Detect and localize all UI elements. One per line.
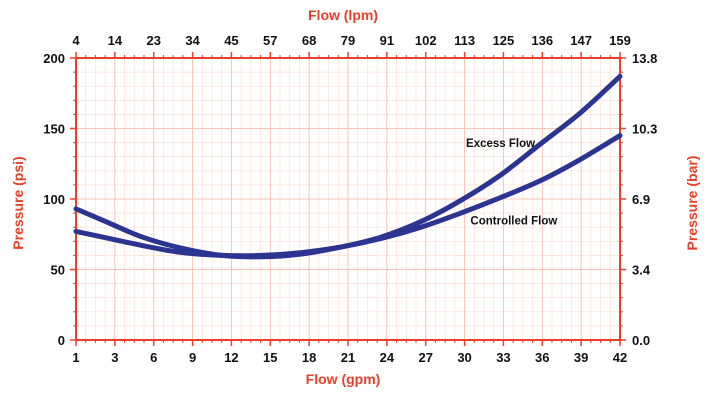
x2-tick-label: 4 <box>72 33 80 48</box>
x-tick-label: 36 <box>535 350 549 365</box>
x-tick-label: 6 <box>150 350 157 365</box>
y2-tick-label: 0.0 <box>632 333 650 348</box>
x-tick-label: 1 <box>72 350 79 365</box>
y-tick-label: 100 <box>43 192 65 207</box>
x2-tick-label: 125 <box>493 33 515 48</box>
controlled-flow-line <box>73 133 623 259</box>
y2-tick-label: 6.9 <box>632 192 650 207</box>
x-tick-label: 3 <box>111 350 118 365</box>
y2-tick-label: 13.8 <box>632 51 657 66</box>
series-layer <box>73 73 623 260</box>
x-tick-label: 27 <box>418 350 432 365</box>
x2-tick-label: 91 <box>380 33 394 48</box>
x2-tick-label: 113 <box>454 33 475 48</box>
x2-tick-label: 45 <box>224 33 238 48</box>
controlled-flow-label: Controlled Flow <box>470 215 557 227</box>
x-axis-title-top: Flow (lpm) <box>308 7 378 23</box>
x2-tick-label: 147 <box>570 33 592 48</box>
x-axis-lpm-tick-labels: 4 14 23 34 45 57 68 79 91 102 113 125 136 147 159 <box>72 33 630 48</box>
x-tick-label: 33 <box>496 350 510 365</box>
x-tick-label: 30 <box>457 350 471 365</box>
x-tick-label: 18 <box>302 350 316 365</box>
x2-tick-label: 23 <box>146 33 160 48</box>
x-axis-title-bottom: Flow (gpm) <box>306 371 381 387</box>
y-axis-title-right: Pressure (bar) <box>684 156 700 251</box>
y-tick-label: 50 <box>51 263 65 278</box>
x2-tick-label: 136 <box>531 33 553 48</box>
x-tick-label: 42 <box>613 350 627 365</box>
y-axis-title-left: Pressure (psi) <box>10 156 26 249</box>
x-tick-label: 39 <box>574 350 588 365</box>
x-tick-label: 9 <box>189 350 196 365</box>
y-tick-label: 150 <box>43 122 65 137</box>
x-axis-gpm-tick-labels: 1 3 6 9 12 15 18 21 24 27 30 33 36 39 42 <box>72 350 627 365</box>
x2-tick-label: 14 <box>108 33 123 48</box>
y-axis-bar-tick-labels: 0.0 3.4 6.9 10.3 13.8 <box>632 51 657 348</box>
y-axis-psi-tick-labels: 0 50 100 150 200 <box>43 51 65 348</box>
x-tick-label: 12 <box>224 350 238 365</box>
y-tick-label: 200 <box>43 51 65 66</box>
x2-tick-label: 34 <box>185 33 200 48</box>
x-tick-label: 24 <box>380 350 395 365</box>
x-tick-label: 21 <box>341 350 355 365</box>
y2-tick-label: 3.4 <box>632 263 651 278</box>
x2-tick-label: 159 <box>609 33 631 48</box>
x2-tick-label: 79 <box>341 33 355 48</box>
y2-tick-label: 10.3 <box>632 122 657 137</box>
x2-tick-label: 68 <box>302 33 316 48</box>
x-tick-label: 15 <box>263 350 277 365</box>
tick-marks <box>70 52 626 346</box>
excess-flow-label: Excess Flow <box>466 138 535 150</box>
x2-tick-label: 57 <box>263 33 277 48</box>
x2-tick-label: 102 <box>415 33 437 48</box>
y-tick-label: 0 <box>58 333 65 348</box>
